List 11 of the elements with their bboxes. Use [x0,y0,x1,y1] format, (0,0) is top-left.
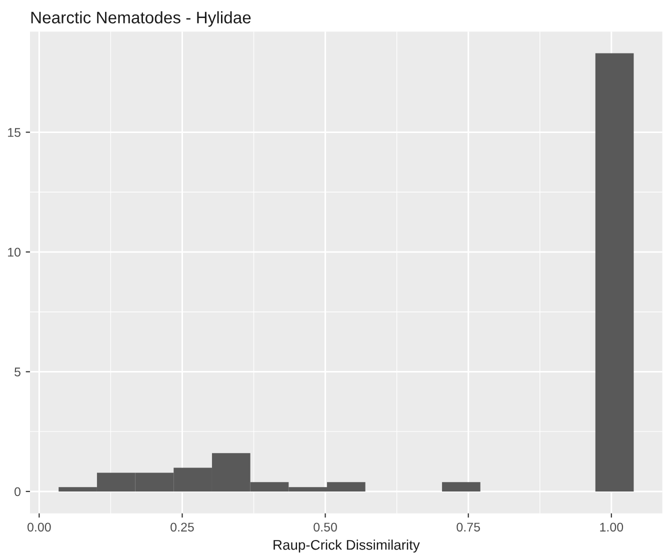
chart-title: Nearctic Nematodes - Hylidae [31,11,251,27]
y-tick-label: 0 [14,487,20,496]
y-tick-label: 5 [14,368,20,376]
y-tick-label: 10 [8,248,20,257]
x-tick-label: 0.00 [27,522,51,532]
x-tick-label: 0.75 [456,522,480,532]
x-tick-label: 0.50 [314,522,337,532]
x-tick-label: 1.00 [600,522,624,532]
x-axis-title: Raup-Crick Dissimilarity [274,540,420,553]
x-tick-label: 0.25 [170,522,194,532]
y-tick-label: 15 [8,128,20,137]
